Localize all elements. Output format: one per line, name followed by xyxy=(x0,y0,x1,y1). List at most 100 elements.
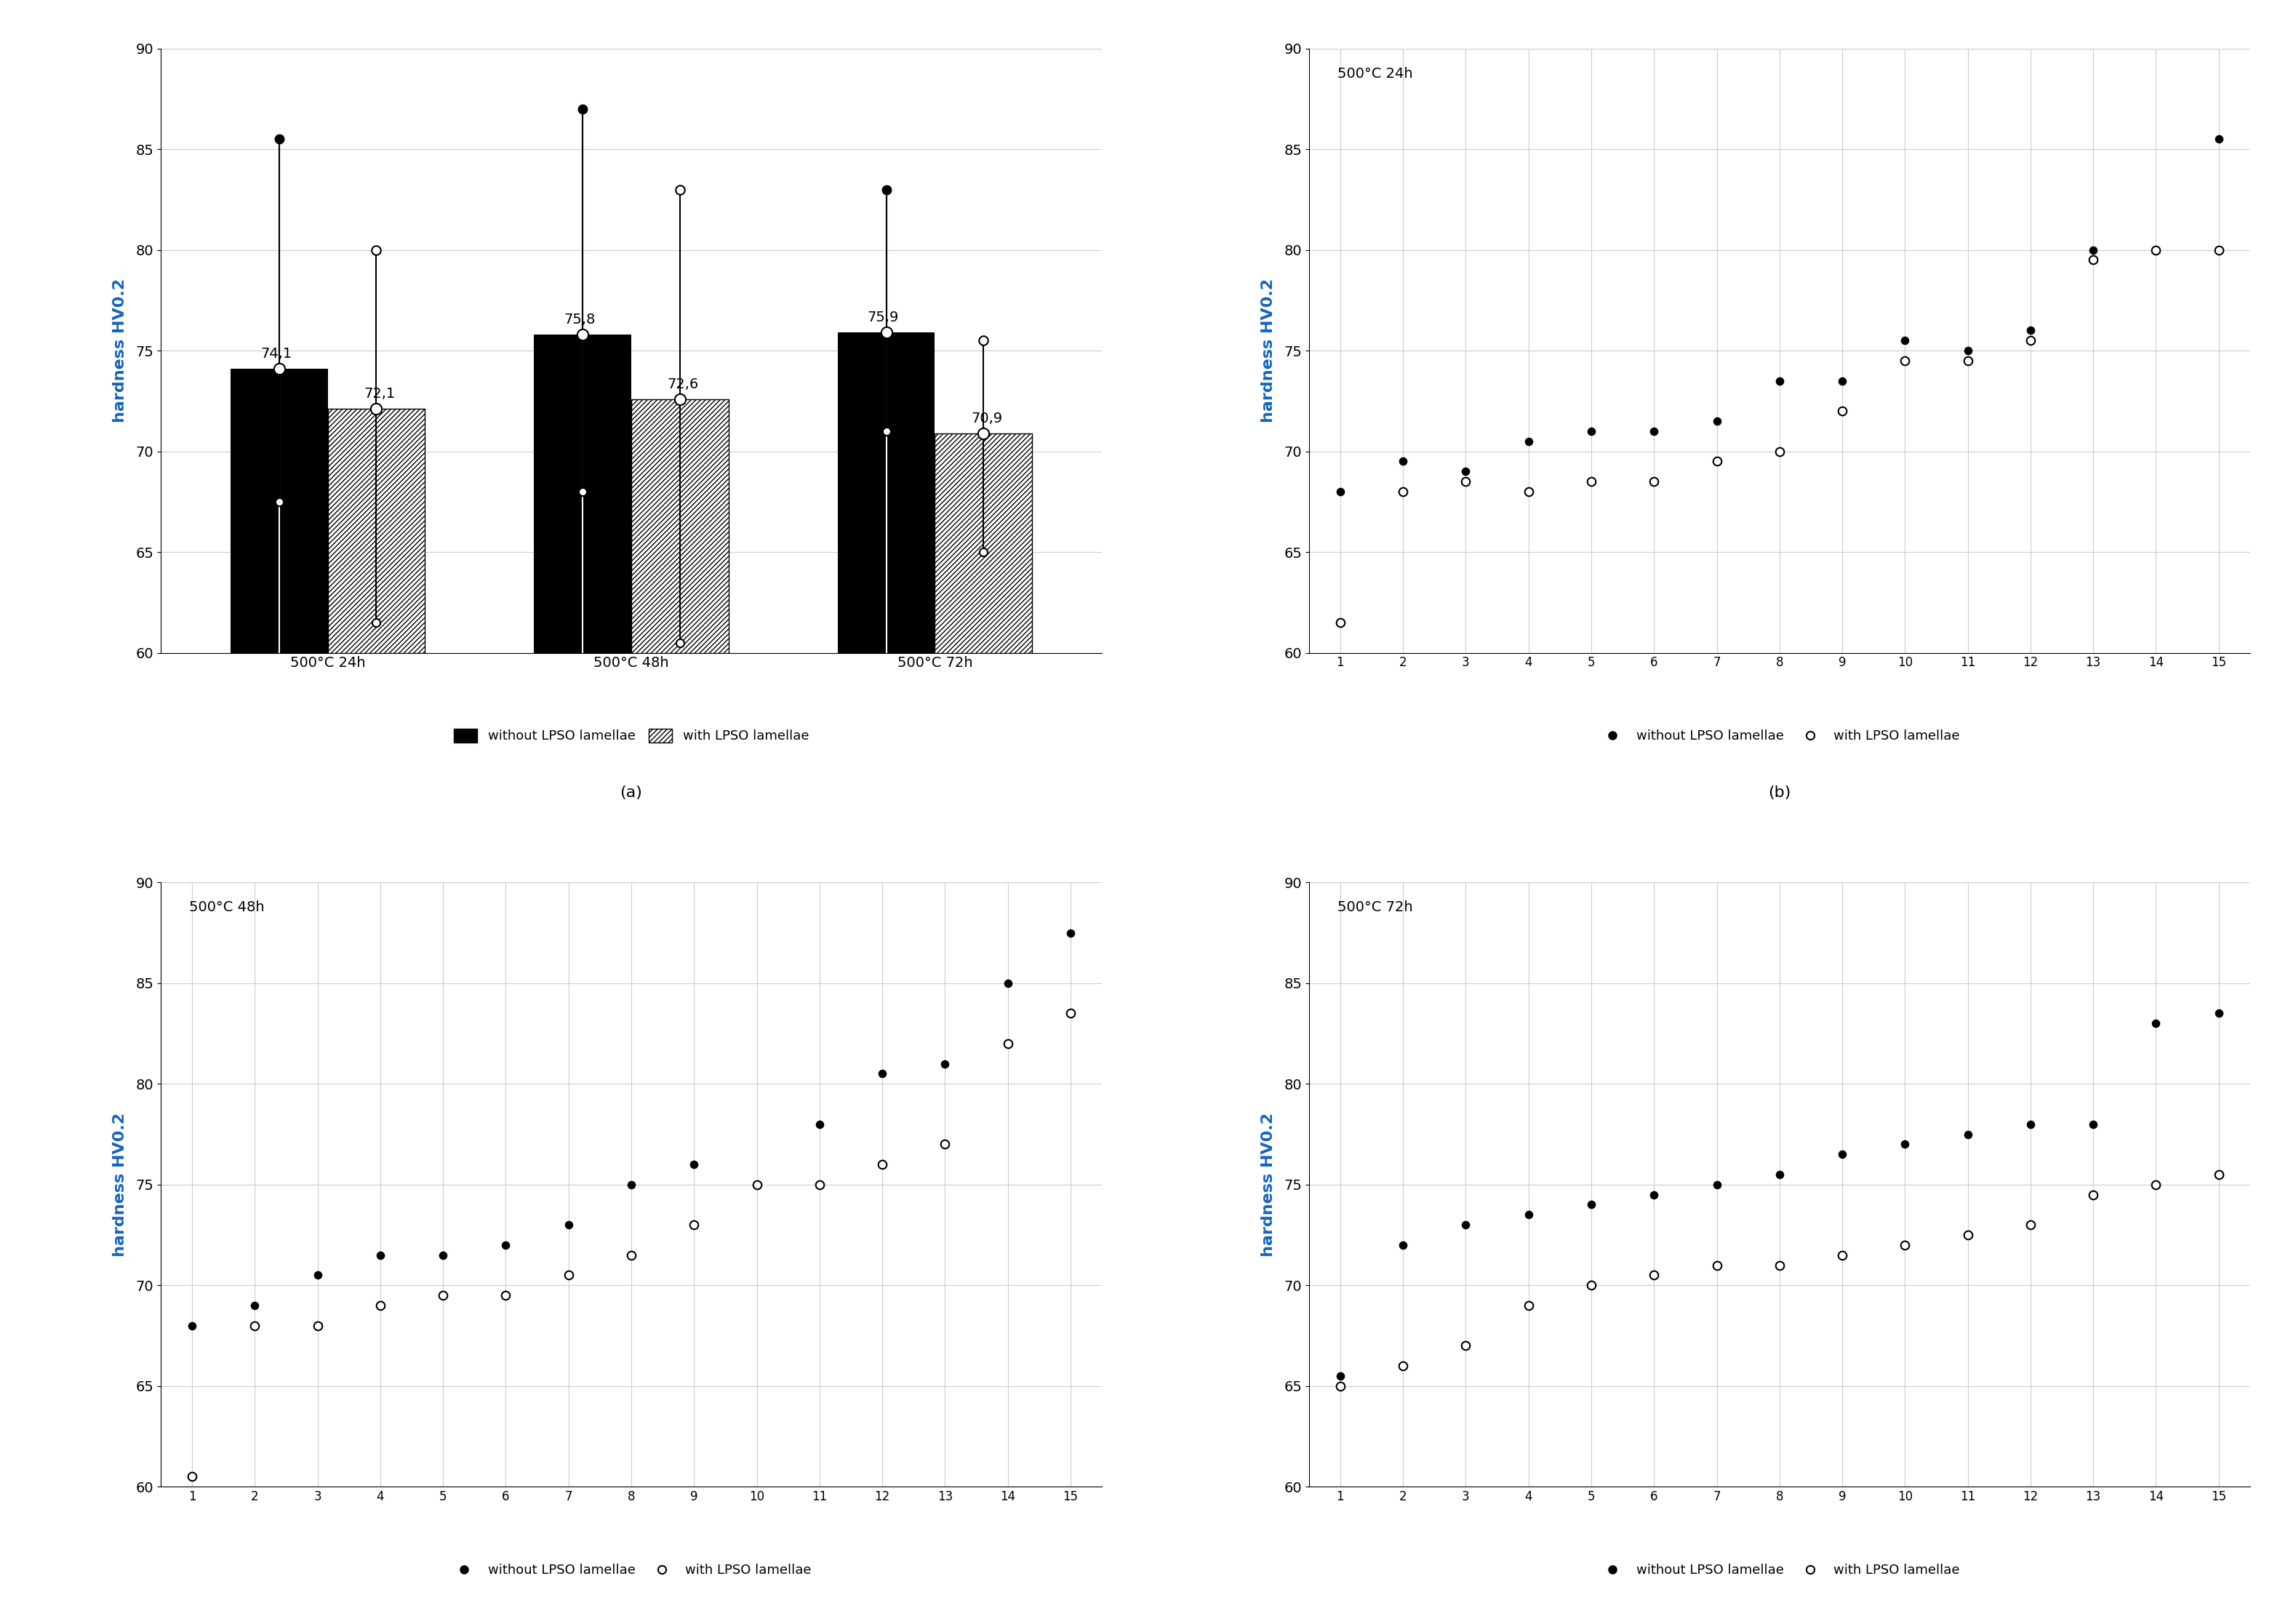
Point xyxy=(1699,1172,1736,1197)
Point xyxy=(2138,1172,2174,1197)
Point xyxy=(1949,1222,1986,1248)
Point xyxy=(675,1212,712,1238)
Point xyxy=(2138,238,2174,263)
Y-axis label: hardness HV0.2: hardness HV0.2 xyxy=(113,278,129,423)
Point xyxy=(1761,1252,1798,1278)
Point xyxy=(1635,1181,1671,1207)
Point xyxy=(363,1243,400,1269)
Point xyxy=(1322,609,1359,635)
Point xyxy=(2011,1112,2048,1138)
Legend: without LPSO lamellae, with LPSO lamellae: without LPSO lamellae, with LPSO lamella… xyxy=(1600,1564,1961,1577)
Text: 75,9: 75,9 xyxy=(868,310,900,325)
Text: (b): (b) xyxy=(1768,785,1791,800)
Point xyxy=(1384,478,1421,504)
Point xyxy=(298,1262,335,1288)
Point xyxy=(1887,1231,1924,1257)
Point xyxy=(1887,347,1924,373)
Point xyxy=(928,1131,964,1157)
Point xyxy=(2200,1162,2236,1188)
Point xyxy=(2200,238,2236,263)
Point xyxy=(1761,438,1798,464)
Point xyxy=(1322,1374,1359,1399)
Point xyxy=(1511,1293,1548,1319)
Point xyxy=(1446,459,1483,485)
Y-axis label: hardness HV0.2: hardness HV0.2 xyxy=(1261,1112,1277,1257)
Point xyxy=(236,1293,273,1319)
Point xyxy=(1384,449,1421,475)
Point xyxy=(801,1112,838,1138)
Point xyxy=(1823,1243,1860,1269)
Point xyxy=(2076,238,2112,263)
Point xyxy=(298,1312,335,1338)
Point xyxy=(2076,1112,2112,1138)
Point xyxy=(1446,469,1483,494)
Point xyxy=(1699,409,1736,435)
Point xyxy=(1823,398,1860,423)
Point xyxy=(1384,1353,1421,1378)
Point xyxy=(2076,247,2112,273)
Point xyxy=(801,1172,838,1197)
Point xyxy=(1635,469,1671,494)
Point xyxy=(2011,318,2048,344)
Point xyxy=(1949,347,1986,373)
Point xyxy=(1635,419,1671,444)
Bar xyxy=(230,368,328,653)
Legend: without LPSO lamellae, with LPSO lamellae: without LPSO lamellae, with LPSO lamella… xyxy=(1600,730,1961,743)
Point xyxy=(1823,368,1860,394)
Point xyxy=(613,1243,650,1269)
Point xyxy=(174,1464,211,1490)
Text: 500°C 72h: 500°C 72h xyxy=(1336,900,1412,915)
Point xyxy=(739,1172,776,1197)
Point xyxy=(990,970,1026,995)
Point xyxy=(487,1283,523,1309)
Point xyxy=(2200,1000,2236,1026)
Point xyxy=(1699,449,1736,475)
Point xyxy=(1635,1262,1671,1288)
Bar xyxy=(328,409,425,653)
Bar xyxy=(838,333,934,653)
Point xyxy=(613,1172,650,1197)
Point xyxy=(2200,126,2236,152)
Text: 72,6: 72,6 xyxy=(668,377,698,391)
Point xyxy=(425,1283,461,1309)
Point xyxy=(1887,328,1924,354)
Point xyxy=(739,1172,776,1197)
Y-axis label: hardness HV0.2: hardness HV0.2 xyxy=(1261,278,1277,423)
Point xyxy=(1573,469,1609,494)
Text: 500°C 48h: 500°C 48h xyxy=(188,900,264,915)
Point xyxy=(1446,1333,1483,1359)
Point xyxy=(1761,368,1798,394)
Point xyxy=(1511,1202,1548,1228)
Legend: without LPSO lamellae, with LPSO lamellae: without LPSO lamellae, with LPSO lamella… xyxy=(450,1564,810,1577)
Point xyxy=(928,1050,964,1076)
Point xyxy=(1573,419,1609,444)
Point xyxy=(1949,1122,1986,1147)
Legend: without LPSO lamellae, with LPSO lamellae: without LPSO lamellae, with LPSO lamella… xyxy=(455,729,808,743)
Point xyxy=(1322,478,1359,504)
Point xyxy=(1511,428,1548,454)
Point xyxy=(487,1231,523,1257)
Point xyxy=(363,1293,400,1319)
Point xyxy=(1949,338,1986,364)
Bar xyxy=(535,335,631,653)
Point xyxy=(551,1262,588,1288)
Point xyxy=(863,1060,900,1086)
Point xyxy=(1699,1252,1736,1278)
Point xyxy=(1322,1362,1359,1388)
Point xyxy=(1887,1131,1924,1157)
Point xyxy=(1823,1141,1860,1167)
Point xyxy=(1573,1272,1609,1298)
Point xyxy=(1384,1231,1421,1257)
Text: 74,1: 74,1 xyxy=(259,347,292,360)
Point xyxy=(2076,1181,2112,1207)
Point xyxy=(990,1031,1026,1057)
Bar xyxy=(934,433,1031,653)
Point xyxy=(2011,328,2048,354)
Point xyxy=(1573,1191,1609,1217)
Point xyxy=(236,1312,273,1338)
Point xyxy=(1511,478,1548,504)
Point xyxy=(2011,1212,2048,1238)
Point xyxy=(1446,1212,1483,1238)
Point xyxy=(425,1243,461,1269)
Point xyxy=(174,1312,211,1338)
